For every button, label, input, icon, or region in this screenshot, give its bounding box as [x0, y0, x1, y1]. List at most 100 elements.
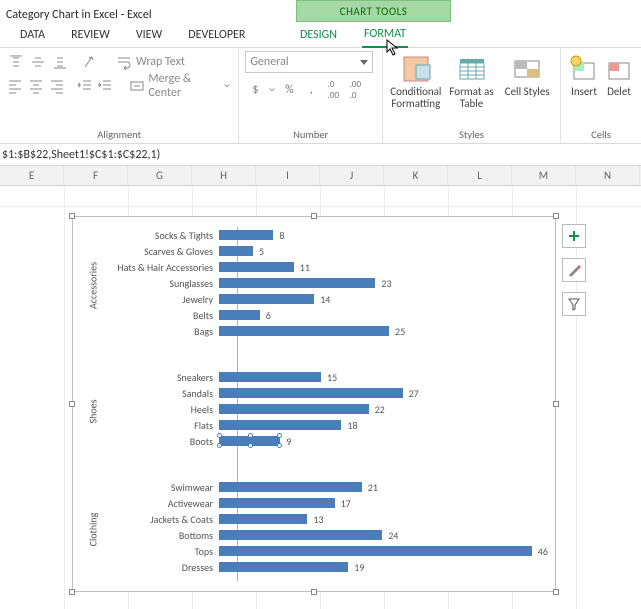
merge-center-icon[interactable] [128, 76, 147, 96]
tab-view[interactable]: VIEW [136, 28, 162, 42]
chart-bar-row[interactable]: Hats & Hair Accessories11 [91, 261, 310, 273]
bar[interactable] [219, 420, 341, 430]
worksheet-grid[interactable]: Socks & Tights8 Scarves & Gloves5 Hats & H… [0, 186, 641, 609]
embedded-chart[interactable]: Socks & Tights8 Scarves & Gloves5 Hats & H… [72, 216, 556, 592]
align-left-icon[interactable] [6, 76, 25, 96]
tab-developer[interactable]: DEVELOPER [188, 28, 245, 42]
col-header[interactable]: E [0, 166, 64, 185]
bar[interactable] [219, 498, 335, 508]
chart-bar-row[interactable]: Dresses 19 [91, 561, 364, 573]
wrap-text-button[interactable]: Wrap Text [136, 55, 185, 69]
col-header[interactable]: I [256, 166, 320, 185]
formula-text: $1:$B$22,Sheet1!$C$1:$C$22,1) [2, 148, 160, 162]
chart-bar-row[interactable]: Boots9 [91, 435, 291, 447]
orientation-icon[interactable] [80, 52, 100, 72]
chart-styles-button[interactable] [562, 258, 586, 282]
insert-button[interactable]: Insert [567, 51, 601, 98]
chart-plot-area[interactable]: Socks & Tights8 Scarves & Gloves5 Hats & H… [91, 227, 549, 581]
cell-styles-button[interactable]: Cell Styles [500, 51, 554, 98]
resize-handle[interactable] [69, 213, 75, 219]
align-middle-icon[interactable] [28, 52, 48, 72]
align-bottom-icon[interactable] [50, 52, 70, 72]
resize-handle[interactable] [311, 213, 317, 219]
align-top-icon[interactable] [6, 52, 26, 72]
chart-bar-row[interactable]: Sunglasses23 [91, 277, 392, 289]
currency-icon[interactable]: $ [245, 80, 265, 100]
chart-bar-row[interactable]: Swimwear21 [91, 481, 378, 493]
col-header[interactable]: N [576, 166, 640, 185]
decrease-indent-icon[interactable] [75, 76, 94, 96]
chart-bar-row[interactable]: Scarves & Gloves5 [91, 245, 264, 257]
chart-bar-row[interactable]: Flats18 [91, 419, 358, 431]
chart-bar-row[interactable]: Bottoms24 [91, 529, 398, 541]
col-header[interactable]: L [448, 166, 512, 185]
bar[interactable] [219, 326, 389, 336]
chart-bar-row[interactable]: Heels22 [91, 403, 385, 415]
bar-value: 46 [532, 545, 548, 558]
col-header[interactable]: F [64, 166, 128, 185]
format-as-table-button[interactable]: Format as Table [445, 51, 499, 110]
bar[interactable] [219, 546, 532, 556]
number-format-combo[interactable]: General [245, 51, 373, 73]
chart-bar-row[interactable]: Jackets & Coats13 [91, 513, 324, 525]
delete-button[interactable]: Delet [603, 51, 635, 98]
col-header[interactable]: G [128, 166, 192, 185]
comma-icon[interactable]: , [301, 80, 321, 100]
bar[interactable] [219, 514, 307, 524]
bar[interactable] [219, 262, 294, 272]
bar[interactable] [219, 278, 375, 288]
resize-handle[interactable] [69, 589, 75, 595]
bar-label: Activewear [91, 497, 219, 510]
chart-bar-row[interactable]: Sneakers15 [91, 371, 337, 383]
chart-bar-row[interactable]: Belts6 [91, 309, 271, 321]
chevron-down-icon[interactable] [222, 76, 232, 96]
bar-value: 19 [348, 561, 364, 574]
bar-label: Dresses [91, 561, 219, 574]
conditional-formatting-button[interactable]: Conditional Formatting [389, 51, 443, 110]
merge-center-button[interactable]: Merge & Center [148, 72, 220, 100]
tab-review[interactable]: REVIEW [71, 28, 110, 42]
col-header[interactable]: M [512, 166, 576, 185]
col-header[interactable]: K [384, 166, 448, 185]
resize-handle[interactable] [553, 401, 559, 407]
bar[interactable] [219, 404, 369, 414]
bar[interactable] [219, 482, 362, 492]
bar[interactable] [219, 562, 348, 572]
align-center-icon[interactable] [27, 76, 46, 96]
chart-bar-row[interactable]: Jewelry14 [91, 293, 330, 305]
decrease-decimal-icon[interactable]: .00.0 [345, 80, 365, 100]
chart-bar-row[interactable]: Bags25 [91, 325, 405, 337]
tab-data[interactable]: DATA [20, 28, 45, 42]
percent-icon[interactable]: % [279, 80, 299, 100]
tab-design[interactable]: DESIGN [300, 22, 337, 48]
increase-decimal-icon[interactable]: .0.00 [323, 80, 343, 100]
chart-filters-button[interactable] [562, 292, 586, 316]
formula-bar[interactable]: $1:$B$22,Sheet1!$C$1:$C$22,1) [0, 144, 641, 166]
bar[interactable] [219, 530, 382, 540]
category-axis-label: Clothing [87, 482, 100, 578]
col-header[interactable]: H [192, 166, 256, 185]
bar[interactable] [219, 310, 260, 320]
resize-handle[interactable] [311, 589, 317, 595]
bar[interactable] [219, 436, 280, 446]
chart-bar-row[interactable]: Socks & Tights8 [91, 229, 284, 241]
resize-handle[interactable] [69, 401, 75, 407]
chart-bar-row[interactable]: Sandals27 [91, 387, 419, 399]
ribbon: Wrap Text Merge & Center Alignment Gener… [0, 48, 641, 144]
resize-handle[interactable] [553, 589, 559, 595]
bar[interactable] [219, 372, 321, 382]
increase-indent-icon[interactable] [96, 76, 115, 96]
bar[interactable] [219, 230, 273, 240]
insert-cells-icon [568, 53, 600, 85]
chevron-down-icon[interactable] [267, 80, 277, 100]
chart-bar-row[interactable]: Tops46 [91, 545, 548, 557]
chart-bar-row[interactable]: Activewear17 [91, 497, 351, 509]
chart-elements-button[interactable] [562, 224, 586, 248]
bar[interactable] [219, 294, 314, 304]
resize-handle[interactable] [553, 213, 559, 219]
wrap-text-icon[interactable] [114, 52, 134, 72]
bar[interactable] [219, 246, 253, 256]
bar[interactable] [219, 388, 403, 398]
col-header[interactable]: J [320, 166, 384, 185]
align-right-icon[interactable] [47, 76, 66, 96]
